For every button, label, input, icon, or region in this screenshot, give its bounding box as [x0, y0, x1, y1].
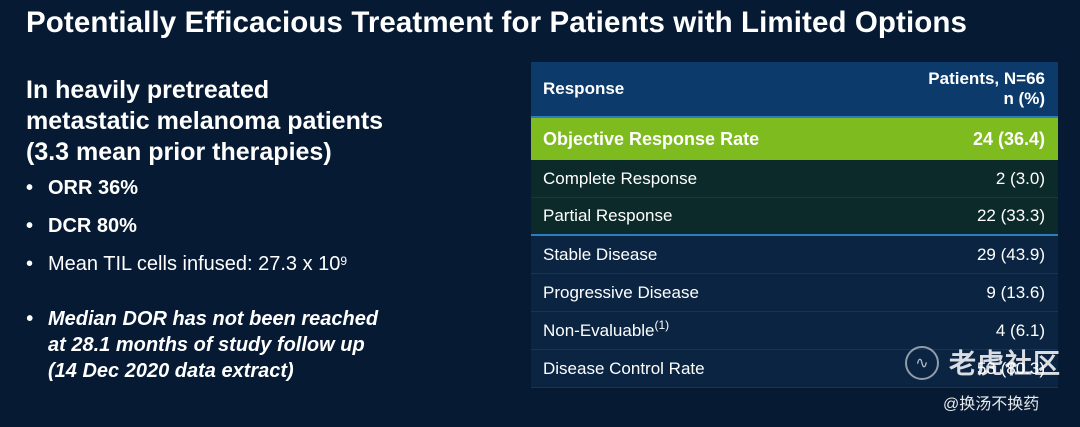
table-row-non-evaluable: Non-Evaluable(1) 4 (6.1): [531, 312, 1058, 350]
table-row-partial-response: Partial Response 22 (33.3): [531, 198, 1058, 236]
intro-line: (3.3 mean prior therapies): [26, 138, 332, 166]
summary-panel: In heavily pretreated metastatic melanom…: [26, 75, 506, 398]
row-value: 22 (33.3): [976, 206, 1045, 225]
row-value: 2 (3.0): [995, 168, 1045, 188]
til-exponent: 9: [340, 254, 348, 268]
row-value: 24 (36.4): [972, 128, 1045, 149]
watermark-name: 老虎社区: [949, 349, 1061, 379]
bullet-orr: ORR 36%: [26, 176, 506, 200]
row-label: Stable Disease: [543, 244, 658, 264]
slide-title: Potentially Efficacious Treatment for Pa…: [26, 6, 968, 39]
footnote-marker: (1): [654, 317, 670, 332]
table-row-stable-disease: Stable Disease 29 (43.9): [531, 236, 1058, 274]
table-row-complete-response: Complete Response 2 (3.0): [531, 160, 1058, 198]
tiger-logo-icon: ∿: [905, 346, 939, 380]
row-label: Complete Response: [543, 168, 698, 188]
table-row-disease-control-rate: Disease Control Rate 53 (80.3): [531, 350, 1058, 388]
row-label-text: Non-Evaluable: [543, 320, 655, 340]
table-row-orr: Objective Response Rate 24 (36.4): [531, 118, 1058, 160]
table-row-progressive-disease: Progressive Disease 9 (13.6): [531, 274, 1058, 312]
header-patients-line2: n (%): [1003, 89, 1045, 108]
dor-line: Median DOR has not been reached: [48, 308, 379, 330]
row-label: Objective Response Rate: [543, 128, 760, 149]
til-text: Mean TIL cells infused: 27.3 x 10: [48, 253, 341, 275]
bullet-median-dor: Median DOR has not been reached at 28.1 …: [26, 306, 506, 384]
row-label: Disease Control Rate: [543, 358, 705, 378]
header-response: Response: [543, 79, 625, 98]
row-value: 4 (6.1): [995, 320, 1045, 340]
table-header: Response Patients, N=66 n (%): [531, 62, 1058, 118]
intro-heading: In heavily pretreated metastatic melanom…: [26, 75, 506, 168]
response-table: Response Patients, N=66 n (%) Objective …: [531, 62, 1058, 388]
row-value: 9 (13.6): [986, 282, 1045, 302]
row-label: Non-Evaluable(1): [543, 317, 670, 341]
watermark: ∿ 老虎社区 @换汤不换药: [905, 342, 1070, 420]
bullet-dcr: DCR 80%: [26, 214, 506, 238]
row-value: 53 (80.3): [976, 358, 1045, 378]
header-patients-line1: Patients, N=66: [928, 69, 1045, 88]
dor-line: (14 Dec 2020 data extract): [48, 360, 294, 382]
intro-line: In heavily pretreated: [26, 76, 270, 104]
key-results-list: ORR 36% DCR 80% Mean TIL cells infused: …: [26, 176, 506, 384]
dor-line: at 28.1 months of study follow up: [48, 334, 365, 356]
bullet-til-cells: Mean TIL cells infused: 27.3 x 109: [26, 252, 506, 276]
row-value: 29 (43.9): [976, 244, 1045, 264]
intro-line: metastatic melanoma patients: [26, 107, 384, 135]
row-label: Partial Response: [543, 206, 673, 225]
header-patients: Patients, N=66 n (%): [928, 69, 1045, 109]
watermark-handle: @换汤不换药: [943, 396, 1040, 413]
row-label: Progressive Disease: [543, 282, 699, 302]
